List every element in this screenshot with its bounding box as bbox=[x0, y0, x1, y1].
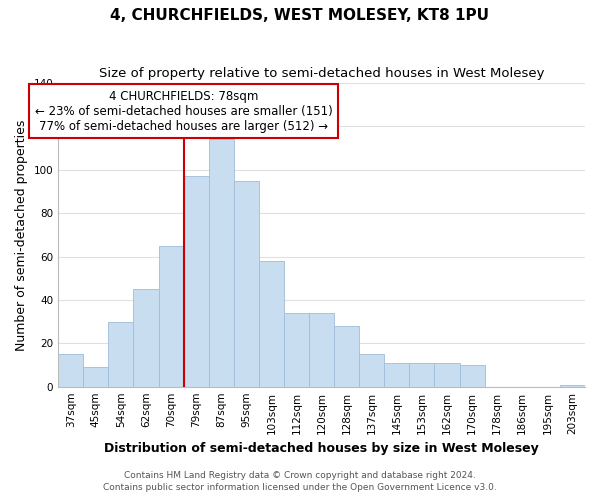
Bar bbox=[158, 246, 184, 386]
Text: 4, CHURCHFIELDS, WEST MOLESEY, KT8 1PU: 4, CHURCHFIELDS, WEST MOLESEY, KT8 1PU bbox=[110, 8, 490, 22]
Bar bbox=[385, 363, 409, 386]
Text: Contains HM Land Registry data © Crown copyright and database right 2024.
Contai: Contains HM Land Registry data © Crown c… bbox=[103, 471, 497, 492]
Bar bbox=[259, 261, 284, 386]
Bar bbox=[560, 384, 585, 386]
Bar bbox=[83, 367, 109, 386]
Bar bbox=[434, 363, 460, 386]
Bar bbox=[309, 313, 334, 386]
Title: Size of property relative to semi-detached houses in West Molesey: Size of property relative to semi-detach… bbox=[99, 68, 544, 80]
X-axis label: Distribution of semi-detached houses by size in West Molesey: Distribution of semi-detached houses by … bbox=[104, 442, 539, 455]
Bar bbox=[234, 180, 259, 386]
Text: 4 CHURCHFIELDS: 78sqm
← 23% of semi-detached houses are smaller (151)
77% of sem: 4 CHURCHFIELDS: 78sqm ← 23% of semi-deta… bbox=[35, 90, 332, 132]
Y-axis label: Number of semi-detached properties: Number of semi-detached properties bbox=[15, 119, 28, 350]
Bar bbox=[334, 326, 359, 386]
Bar bbox=[58, 354, 83, 386]
Bar bbox=[184, 176, 209, 386]
Bar bbox=[109, 322, 133, 386]
Bar bbox=[460, 365, 485, 386]
Bar bbox=[133, 289, 158, 386]
Bar bbox=[209, 140, 234, 386]
Bar bbox=[359, 354, 385, 386]
Bar bbox=[409, 363, 434, 386]
Bar bbox=[284, 313, 309, 386]
